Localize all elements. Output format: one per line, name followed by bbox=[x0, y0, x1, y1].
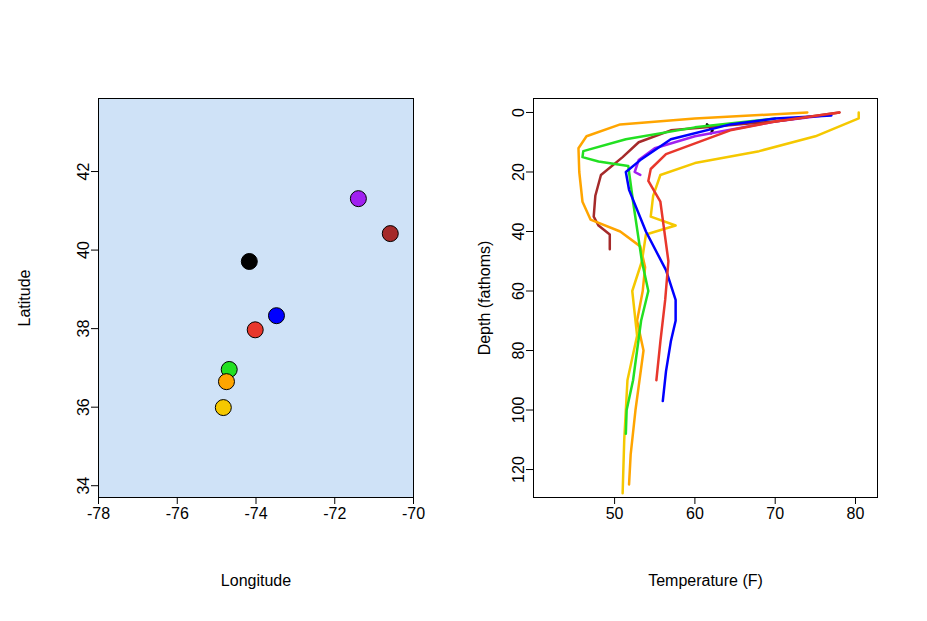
svg-text:-70: -70 bbox=[402, 505, 425, 522]
svg-text:70: 70 bbox=[766, 505, 784, 522]
svg-text:60: 60 bbox=[510, 282, 527, 300]
svg-text:20: 20 bbox=[510, 163, 527, 181]
svg-text:38: 38 bbox=[75, 320, 92, 338]
svg-text:Temperature (F): Temperature (F) bbox=[648, 572, 763, 589]
svg-text:-72: -72 bbox=[323, 505, 346, 522]
svg-text:60: 60 bbox=[686, 505, 704, 522]
svg-text:-78: -78 bbox=[87, 505, 110, 522]
svg-text:40: 40 bbox=[75, 241, 92, 259]
svg-text:80: 80 bbox=[847, 505, 865, 522]
svg-text:100: 100 bbox=[510, 397, 527, 424]
svg-text:36: 36 bbox=[75, 398, 92, 416]
svg-text:34: 34 bbox=[75, 477, 92, 495]
svg-text:120: 120 bbox=[510, 456, 527, 483]
svg-text:-74: -74 bbox=[244, 505, 267, 522]
svg-text:0: 0 bbox=[510, 108, 527, 117]
svg-text:42: 42 bbox=[75, 163, 92, 181]
svg-text:50: 50 bbox=[606, 505, 624, 522]
svg-text:40: 40 bbox=[510, 223, 527, 241]
svg-text:-76: -76 bbox=[166, 505, 189, 522]
svg-text:Depth (fathoms): Depth (fathoms) bbox=[476, 241, 493, 356]
svg-text:Longitude: Longitude bbox=[221, 572, 291, 589]
svg-text:80: 80 bbox=[510, 342, 527, 360]
svg-text:Latitude: Latitude bbox=[16, 269, 33, 326]
